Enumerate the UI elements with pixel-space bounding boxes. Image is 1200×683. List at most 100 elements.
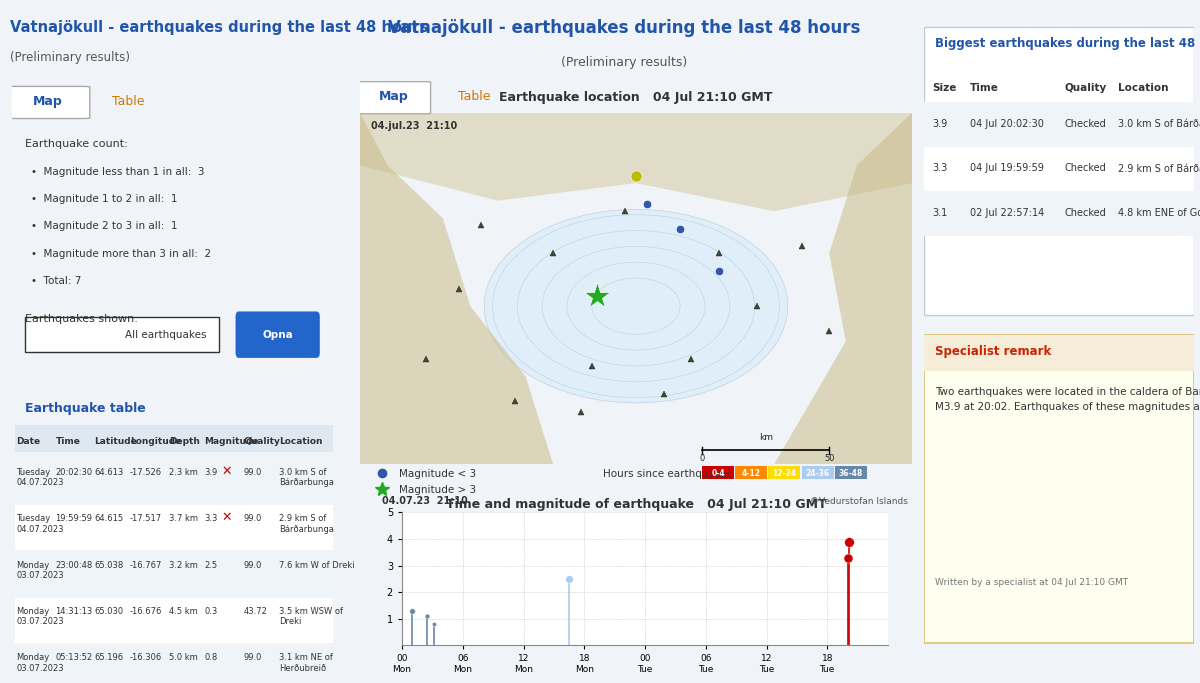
Text: 50: 50 [824,454,834,463]
Text: -17.526: -17.526 [130,468,162,477]
Text: 2.9 km S of Bárðarbunga: 2.9 km S of Bárðarbunga [1118,163,1200,173]
Text: 05:13:52: 05:13:52 [55,654,92,663]
Text: Monday
03.07.2023: Monday 03.07.2023 [17,561,64,580]
Text: 04.jul.23  21:10: 04.jul.23 21:10 [371,122,457,132]
Text: 3.0 km S of
Bárðarbunga: 3.0 km S of Bárðarbunga [278,468,334,487]
Text: All earthquakes: All earthquakes [126,330,206,340]
Text: 0.8: 0.8 [204,654,217,663]
Text: 12-24: 12-24 [773,469,797,478]
Text: Checked: Checked [1064,208,1106,218]
Polygon shape [360,113,912,211]
Text: Earthquakes shown:: Earthquakes shown: [25,314,138,324]
FancyBboxPatch shape [16,505,332,550]
Text: Checked: Checked [1064,119,1106,128]
Text: 3.1 km NE of
Herðubreið: 3.1 km NE of Herðubreið [278,654,332,673]
Text: 64.613: 64.613 [95,468,124,477]
FancyBboxPatch shape [802,466,834,479]
FancyBboxPatch shape [702,466,734,479]
Text: Location: Location [1118,83,1169,92]
Text: 3.2 km: 3.2 km [169,561,198,570]
Text: Time: Time [55,436,80,445]
FancyBboxPatch shape [16,459,332,504]
Text: Magnitude > 3: Magnitude > 3 [398,485,475,495]
Text: 14:31:13: 14:31:13 [55,607,92,616]
Ellipse shape [485,210,788,403]
Text: 5.0 km: 5.0 km [169,654,198,663]
Text: Date: Date [17,436,41,445]
Text: Table: Table [113,95,145,109]
Text: 23:00:48: 23:00:48 [55,561,92,570]
Text: Depth: Depth [169,436,199,445]
Text: ✕: ✕ [221,465,232,478]
Text: Longitude: Longitude [130,436,181,445]
Text: ✕: ✕ [221,512,232,525]
Text: 65.196: 65.196 [95,654,124,663]
Text: 2.9 km S of
Bárðarbunga: 2.9 km S of Bárðarbunga [278,514,334,533]
Text: Earthquake location   04 Jul 21:10 GMT: Earthquake location 04 Jul 21:10 GMT [499,91,773,104]
Text: 3.5 km WSW of
Dreki: 3.5 km WSW of Dreki [278,607,343,626]
Text: Hours since earthquake:: Hours since earthquake: [602,469,731,479]
Text: Monday
03.07.2023: Monday 03.07.2023 [17,607,64,626]
FancyBboxPatch shape [835,466,866,479]
Text: Quality: Quality [244,436,281,445]
Text: 04 Jul 19:59:59: 04 Jul 19:59:59 [970,163,1044,173]
Text: Earthquake table: Earthquake table [25,402,145,415]
FancyBboxPatch shape [924,335,1194,371]
Text: 04 Jul 20:02:30: 04 Jul 20:02:30 [970,119,1044,128]
FancyBboxPatch shape [16,598,332,643]
Text: Magnitude < 3: Magnitude < 3 [398,469,475,479]
Text: 65.030: 65.030 [95,607,124,616]
Text: 65.038: 65.038 [95,561,124,570]
Text: Two earthquakes were located in the caldera of Bardarbunga, a M3.3 at 20:00 and : Two earthquakes were located in the cald… [935,387,1200,413]
Text: km: km [758,433,773,442]
FancyBboxPatch shape [356,82,431,113]
Text: Earthquake count:: Earthquake count: [25,139,127,150]
Text: •  Total: 7: • Total: 7 [31,276,82,286]
Text: 36-48: 36-48 [839,469,863,478]
Text: •  Magnitude more than 3 in all:  2: • Magnitude more than 3 in all: 2 [31,249,211,259]
FancyBboxPatch shape [768,466,800,479]
Polygon shape [360,113,553,464]
Text: -16.767: -16.767 [130,561,162,570]
Text: 2.5: 2.5 [204,561,217,570]
Text: Tuesday
04.07.2023: Tuesday 04.07.2023 [17,514,64,533]
FancyBboxPatch shape [924,335,1194,643]
Text: 3.1: 3.1 [932,208,947,218]
Text: Tuesday
04.07.2023: Tuesday 04.07.2023 [17,468,64,487]
Text: 3.0 km S of Bárðarbunga: 3.0 km S of Bárðarbunga [1118,119,1200,129]
Text: 99.0: 99.0 [244,561,262,570]
FancyBboxPatch shape [924,102,1194,147]
FancyBboxPatch shape [16,425,332,452]
Text: ©Vedurstofan Islands: ©Vedurstofan Islands [810,497,908,505]
Text: Map: Map [379,90,408,104]
Text: 99.0: 99.0 [244,514,262,523]
Text: Time: Time [970,83,998,92]
Text: •  Magnitude less than 1 in all:  3: • Magnitude less than 1 in all: 3 [31,167,205,177]
Text: Vatnajökull - earthquakes during the last 48 hours: Vatnajökull - earthquakes during the las… [388,19,860,37]
Text: 99.0: 99.0 [244,468,262,477]
FancyBboxPatch shape [926,104,1192,107]
Text: 0: 0 [700,454,704,463]
Text: 43.72: 43.72 [244,607,268,616]
Text: 02 Jul 22:57:14: 02 Jul 22:57:14 [970,208,1044,218]
Text: 0.3: 0.3 [204,607,217,616]
Text: 64.615: 64.615 [95,514,124,523]
Text: 2.3 km: 2.3 km [169,468,198,477]
Polygon shape [774,113,912,464]
Text: Biggest earthquakes during the last 48 hours: Biggest earthquakes during the last 48 h… [935,37,1200,50]
FancyBboxPatch shape [16,645,332,683]
Text: 24-36: 24-36 [805,469,829,478]
Text: (Preliminary results): (Preliminary results) [11,51,131,64]
Text: 3.3: 3.3 [932,163,947,173]
Text: •  Magnitude 2 to 3 in all:  1: • Magnitude 2 to 3 in all: 1 [31,221,178,232]
Text: Map: Map [32,95,62,109]
FancyBboxPatch shape [736,466,767,479]
FancyBboxPatch shape [25,317,220,352]
Text: Quality: Quality [1064,83,1106,92]
Text: Time and magnitude of earthquake   04 Jul 21:10 GMT: Time and magnitude of earthquake 04 Jul … [445,498,827,512]
FancyBboxPatch shape [235,311,319,358]
Text: Checked: Checked [1064,163,1106,173]
Text: Size: Size [932,83,956,92]
Text: Opna: Opna [263,330,293,340]
Text: Magnitude: Magnitude [204,436,259,445]
